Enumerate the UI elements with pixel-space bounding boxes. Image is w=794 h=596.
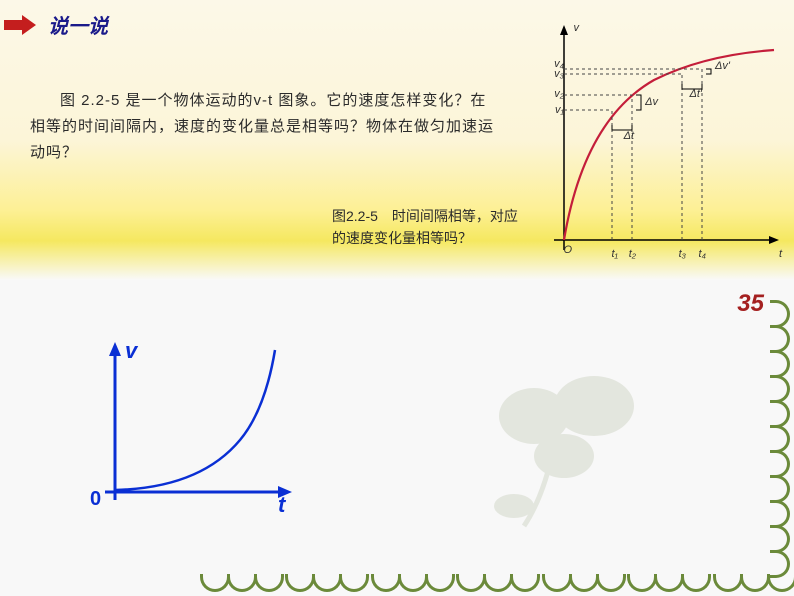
arrow-right-icon (4, 15, 40, 35)
tick-t4: t₄ (699, 248, 706, 260)
bottom-x-label: t (278, 492, 285, 518)
tick-t1: t₁ (611, 248, 618, 260)
tick-v4: v₄ (554, 58, 564, 70)
figure-caption: 图2.2-5 时间间隔相等，对应的速度变化量相等吗？ (332, 205, 522, 249)
decor-vine-right (770, 300, 794, 596)
y-axis-label: v (574, 22, 580, 34)
watermark-plant-icon (454, 356, 694, 536)
tick-t2: t₂ (629, 248, 636, 260)
textbook-panel: 说一说 图 2.2-5 是一个物体运动的v-t 图象。它的速度怎样变化？在相等的… (0, 0, 794, 280)
delta-t: Δt (624, 130, 634, 142)
vt-graph-accelerating (80, 340, 300, 520)
origin-label: O (563, 244, 572, 256)
bottom-y-label: v (125, 338, 137, 364)
page-number: 35 (737, 290, 764, 318)
x-axis-label: t (779, 248, 782, 260)
vt-graph-decelerating (534, 20, 784, 270)
section-title: 说一说 (48, 10, 108, 39)
decor-vine-bottom (200, 574, 794, 596)
delta-t-prime: Δt' (689, 88, 702, 100)
delta-v: Δv (645, 96, 658, 108)
delta-v-prime: Δv' (715, 60, 730, 72)
question-text: 图 2.2-5 是一个物体运动的v-t 图象。它的速度怎样变化？在相等的时间间隔… (30, 88, 500, 166)
bottom-origin-label: 0 (90, 488, 101, 511)
tick-v1: v₁ (555, 104, 564, 116)
tick-t3: t₃ (679, 248, 686, 260)
tick-v2: v₂ (554, 88, 564, 100)
